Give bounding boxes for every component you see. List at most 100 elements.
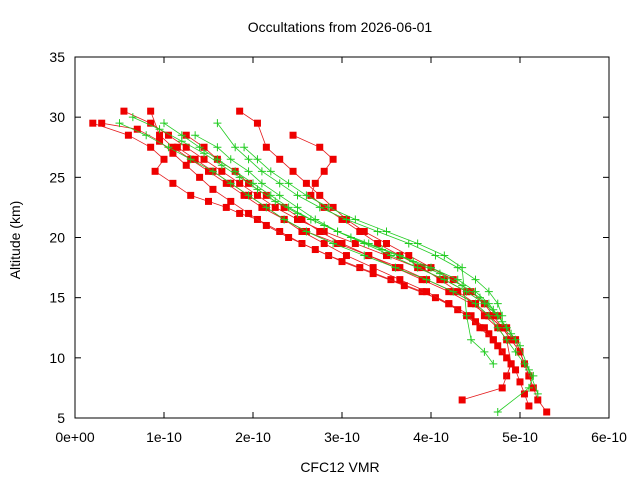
data-point <box>293 191 302 200</box>
data-point <box>258 203 266 211</box>
series-red-3 <box>147 107 551 416</box>
data-point <box>284 179 293 188</box>
data-point <box>147 107 155 115</box>
data-point <box>257 167 266 176</box>
data-point <box>458 263 467 272</box>
x-axis: 0e+00 1e-10 2e-10 3e-10 4e-10 5e-10 6e-10 <box>55 57 627 445</box>
data-point <box>173 143 181 151</box>
data-point <box>431 294 439 302</box>
data-point <box>529 371 538 380</box>
data-point <box>316 191 324 199</box>
data-point <box>395 251 404 260</box>
data-point <box>454 288 462 296</box>
data-point <box>195 143 204 152</box>
data-point <box>534 396 542 404</box>
data-point <box>418 288 426 296</box>
data-point <box>467 335 476 344</box>
data-point <box>467 300 475 308</box>
data-point <box>298 227 306 235</box>
data-point <box>320 240 328 248</box>
data-point <box>471 287 480 296</box>
data-point <box>383 240 390 248</box>
data-point <box>387 276 395 284</box>
data-point <box>476 324 484 332</box>
data-point <box>524 383 533 392</box>
series-red-0 <box>89 119 515 380</box>
data-point <box>360 239 369 248</box>
data-point <box>186 155 195 164</box>
data-point <box>360 227 368 235</box>
data-point <box>467 312 475 320</box>
data-point <box>156 137 164 145</box>
series-red-1 <box>98 119 533 410</box>
data-point <box>360 251 369 260</box>
data-point <box>115 119 124 128</box>
data-point <box>436 276 444 284</box>
data-point <box>351 215 360 224</box>
data-point <box>262 221 270 229</box>
data-point <box>266 167 275 176</box>
data-point <box>298 215 306 223</box>
data-point <box>449 276 457 284</box>
series-green-8 <box>115 119 538 416</box>
data-point <box>502 335 511 344</box>
series-line <box>101 122 530 407</box>
data-point <box>151 167 159 175</box>
data-point <box>236 107 244 115</box>
data-point <box>253 119 261 127</box>
series-line <box>119 122 534 413</box>
x-axis-label: CFC12 VMR <box>300 459 379 475</box>
data-point <box>257 179 266 188</box>
data-point <box>209 185 217 193</box>
series-line <box>150 111 548 413</box>
data-point <box>493 407 502 416</box>
data-point <box>369 270 377 278</box>
data-point <box>208 167 217 176</box>
data-point <box>276 155 284 163</box>
x-tick-label: 0e+00 <box>55 429 95 445</box>
data-point <box>520 359 529 368</box>
data-point <box>365 252 373 260</box>
y-tick-label: 35 <box>49 49 65 65</box>
data-point <box>472 318 479 326</box>
data-point <box>191 131 200 140</box>
data-point <box>276 227 284 235</box>
data-point <box>177 131 186 140</box>
data-point <box>222 203 230 211</box>
plot-area <box>89 107 551 416</box>
data-point <box>498 311 507 320</box>
data-point <box>453 275 462 284</box>
data-point <box>471 275 480 284</box>
data-point <box>502 323 511 332</box>
data-point <box>445 300 453 308</box>
data-point <box>405 252 413 260</box>
data-point <box>262 203 271 212</box>
data-point <box>253 155 262 164</box>
data-point <box>458 396 466 404</box>
x-tick-label: 6e-10 <box>591 429 627 445</box>
data-point <box>413 239 422 248</box>
x-tick-label: 3e-10 <box>324 429 360 445</box>
data-point <box>374 240 382 248</box>
y-tick-label: 20 <box>49 230 65 246</box>
data-point <box>133 125 141 133</box>
data-point <box>236 179 244 187</box>
data-point <box>240 143 249 152</box>
data-point <box>338 258 346 266</box>
data-point <box>280 203 288 211</box>
y-tick-label: 15 <box>49 290 65 306</box>
data-point <box>369 264 377 272</box>
data-point <box>480 312 488 320</box>
data-point <box>543 408 551 416</box>
data-point <box>480 299 489 308</box>
chart-title: Occultations from 2026-06-01 <box>248 19 433 35</box>
data-point <box>422 275 431 284</box>
data-point <box>205 167 212 175</box>
data-point <box>342 215 351 224</box>
data-point <box>493 323 502 332</box>
data-point <box>182 161 190 169</box>
data-point <box>205 197 212 205</box>
data-point <box>373 227 382 236</box>
